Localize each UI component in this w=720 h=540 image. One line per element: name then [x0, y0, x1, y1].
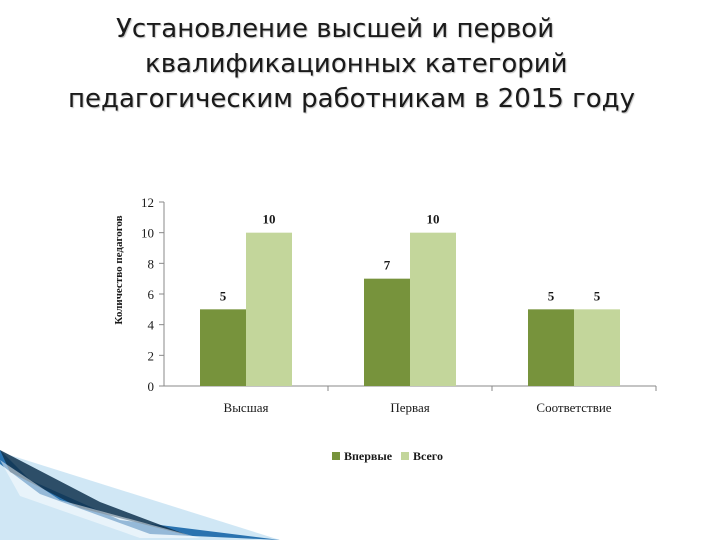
- bar-total: [246, 232, 292, 386]
- corner-decoration: [0, 450, 280, 540]
- data-label: 10: [263, 212, 276, 227]
- bar-total: [410, 232, 456, 386]
- legend-label: Всего: [413, 449, 443, 463]
- bar-first-time: [528, 309, 574, 386]
- title-line-3: педагогическим работникам в 2015 году: [68, 84, 636, 114]
- y-tick-label: 10: [141, 226, 154, 241]
- bar-first-time: [364, 278, 410, 386]
- chart-labels: 5 10 7 10 5 5: [220, 212, 601, 304]
- x-tick-label: Высшая: [224, 400, 269, 415]
- data-label: 5: [548, 288, 555, 303]
- legend-swatch: [332, 452, 340, 460]
- data-label: 5: [220, 288, 227, 303]
- legend-swatch: [401, 452, 409, 460]
- decor-stripe-light: [0, 452, 280, 540]
- title-line-2: квалификационных категорий: [145, 49, 568, 79]
- x-tick-label: Первая: [390, 400, 429, 415]
- title-line-1: Установление высшей и первой: [116, 14, 555, 44]
- chart-legend: Впервые Всего: [332, 449, 443, 463]
- y-tick-label: 6: [148, 287, 155, 302]
- x-tick-label: Соответствие: [536, 400, 611, 415]
- y-tick-label: 2: [148, 348, 155, 363]
- decor-stripe-white: [0, 460, 200, 538]
- y-tick-label: 4: [148, 318, 155, 333]
- data-label: 7: [384, 258, 391, 273]
- y-tick-label: 0: [148, 379, 155, 394]
- chart-bars: [200, 232, 620, 386]
- y-tick-label: 12: [141, 195, 154, 210]
- legend-label: Впервые: [344, 449, 393, 463]
- y-tick-label: 8: [148, 256, 155, 271]
- data-label: 10: [427, 212, 440, 227]
- bar-total: [574, 309, 620, 386]
- bar-first-time: [200, 309, 246, 386]
- y-axis-label: Количество педагогов: [113, 215, 125, 324]
- data-label: 5: [594, 288, 601, 303]
